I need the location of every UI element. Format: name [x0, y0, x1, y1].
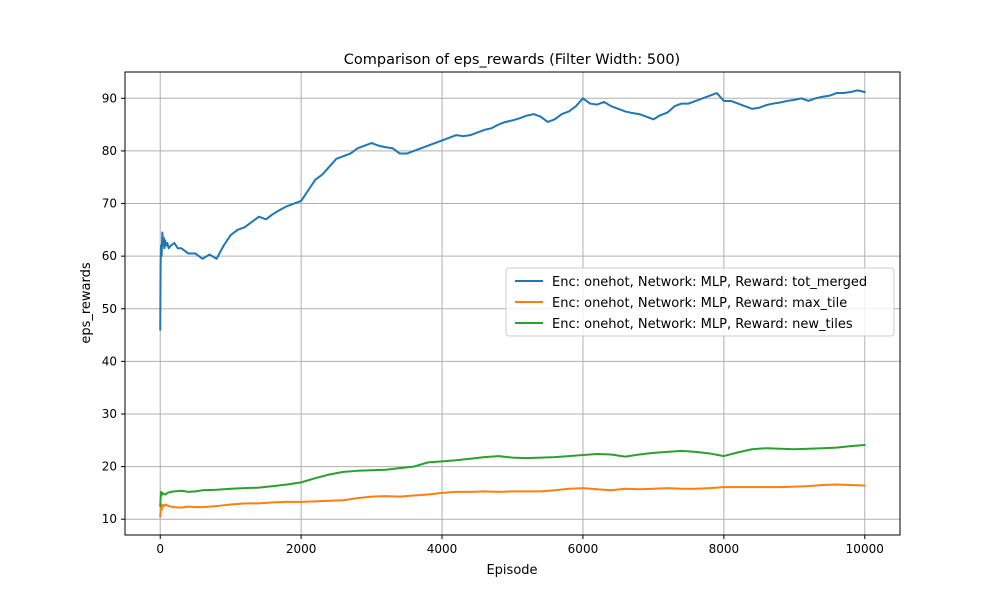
plot-frame [124, 71, 901, 536]
chart-title: Comparison of eps_rewards (Filter Width:… [344, 52, 680, 68]
legend-label-max-tile: Enc: onehot, Network: MLP, Reward: max_t… [552, 296, 847, 311]
x-tick-label: 6000 [568, 542, 599, 556]
x-tick-label: 2000 [286, 542, 317, 556]
legend-label-new-tiles: Enc: onehot, Network: MLP, Reward: new_t… [552, 317, 853, 332]
y-tick-label: 80 [102, 144, 117, 158]
y-axis-label: eps_rewards [79, 262, 94, 344]
y-tick-label: 20 [102, 460, 117, 474]
legend-box [505, 267, 895, 337]
y-tick-label: 30 [102, 407, 117, 421]
x-tick-label: 8000 [709, 542, 740, 556]
series-line-max-tile [159, 483, 866, 518]
tick-layer: 0 2000 4000 6000 8000 10000 10 20 30 40 50 60 70 80 90 [102, 91, 884, 556]
y-tick-label: 70 [102, 197, 117, 211]
series-line-tot-merged [159, 89, 866, 331]
y-tick-label: 50 [102, 302, 117, 316]
y-tick-label: 10 [102, 512, 117, 526]
series-line-new-tiles [159, 444, 866, 508]
x-tick-label: 4000 [427, 542, 458, 556]
x-tick-label: 0 [156, 542, 164, 556]
series-layer [159, 89, 866, 518]
y-tick-label: 90 [102, 91, 117, 105]
legend-label-tot-merged: Enc: onehot, Network: MLP, Reward: tot_m… [552, 275, 867, 290]
y-tick-label: 60 [102, 249, 117, 263]
x-axis-label: Episode [486, 563, 537, 578]
x-tick-label: 10000 [846, 542, 884, 556]
legend: Enc: onehot, Network: MLP, Reward: tot_m… [505, 267, 895, 337]
y-tick-label: 40 [102, 354, 117, 368]
